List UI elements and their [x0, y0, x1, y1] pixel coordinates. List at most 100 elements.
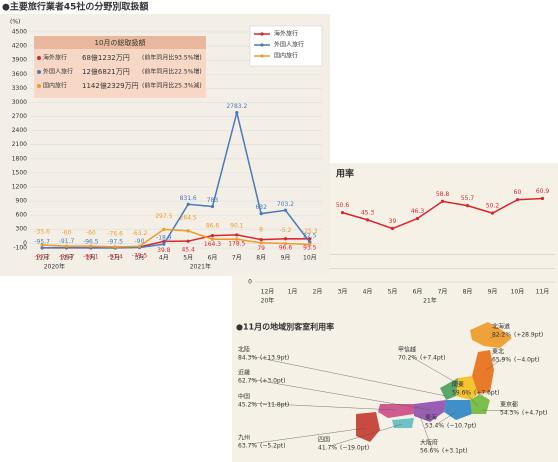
- x-tick-label: 10月: [303, 255, 317, 262]
- value-label: -25.3: [302, 228, 318, 235]
- region-change: (+7.6pt): [474, 390, 499, 397]
- y-tick-label: 1500: [12, 169, 27, 176]
- value-label: -91.7: [59, 238, 75, 245]
- region-change: (−4.0pt): [514, 357, 539, 364]
- hokuriku: [440, 378, 458, 400]
- data-point: [40, 243, 44, 247]
- region-rate: 70.2%: [398, 355, 417, 362]
- x-tick-label: 12月: [60, 255, 74, 262]
- region-change: (+7.4pt): [420, 355, 445, 362]
- value-label: 55.7: [461, 195, 475, 202]
- value-label: 178.5: [228, 240, 245, 247]
- value-label: -5.2: [280, 227, 292, 234]
- series-line: [42, 228, 310, 248]
- map-title: ●11月の地域別客室利用率: [236, 322, 334, 332]
- region-rate: 41.7%: [318, 445, 337, 452]
- value-label: 79: [257, 245, 265, 252]
- legend-dot: [37, 70, 41, 74]
- legend-label: 外国人旅行: [274, 41, 304, 49]
- region-name: 四国: [318, 437, 330, 444]
- legend-dot: [37, 56, 41, 60]
- value-label: -97.4: [107, 253, 123, 260]
- region-change: (+13.9pt): [260, 355, 289, 362]
- value-label: -18.9: [156, 235, 172, 242]
- data-point: [515, 198, 520, 202]
- data-point: [540, 196, 545, 201]
- data-point: [259, 237, 263, 242]
- legend-label: 国内旅行: [274, 52, 298, 60]
- leader-line: [249, 427, 367, 445]
- x-tick-label: 10月: [511, 289, 525, 296]
- data-point: [40, 246, 44, 250]
- leader-line: [419, 415, 433, 450]
- summary-name: 国内旅行: [43, 82, 67, 90]
- summary-name: 外国人旅行: [43, 68, 73, 76]
- data-point: [210, 233, 215, 238]
- kyushu: [356, 412, 380, 442]
- value-label: 45.4: [181, 247, 195, 254]
- legend-marker: [260, 54, 264, 58]
- data-point: [186, 202, 190, 206]
- region-rate: 45.2%: [238, 402, 257, 409]
- legend-marker: [260, 32, 264, 36]
- year-label: 2021年: [190, 263, 211, 271]
- region-rate: 82.2%: [492, 332, 511, 339]
- leader-line: [409, 355, 463, 387]
- summary-header: [34, 36, 206, 49]
- year-label: 21年: [423, 297, 437, 305]
- leader-line: [249, 355, 447, 397]
- region-change: (−10.7pt): [447, 423, 476, 430]
- x-tick-label: 12月: [261, 289, 275, 296]
- region-name: 関東: [452, 381, 464, 389]
- summary-amount: 1142億2329万円: [82, 81, 139, 90]
- value-label: 90.1: [230, 223, 244, 230]
- region-name: 東京都: [500, 401, 518, 409]
- data-point: [235, 111, 239, 115]
- value-label: 703.2: [277, 201, 294, 208]
- x-tick-label: 11月: [35, 255, 49, 262]
- data-point: [308, 237, 312, 241]
- value-label: 60.9: [536, 188, 550, 195]
- region-rate: 53.4%: [425, 423, 444, 430]
- region-change: (+3.1pt): [442, 448, 467, 455]
- region-name: 東北: [492, 348, 504, 356]
- value-label: -63.2: [132, 230, 148, 237]
- y-tick-label: 0: [248, 279, 252, 286]
- leader-line: [489, 332, 505, 339]
- region-rate: 56.6%: [420, 448, 439, 455]
- y-tick-label: 3600: [12, 71, 27, 78]
- region-change: (+3.0pt): [260, 378, 285, 385]
- year-label: 2020年: [44, 263, 65, 271]
- x-tick-label: 5月: [183, 255, 193, 262]
- region-rate: 65.9%: [492, 357, 511, 364]
- data-point: [308, 242, 312, 247]
- y-tick-label: 2700: [12, 113, 27, 120]
- data-point: [137, 244, 142, 248]
- data-point: [113, 245, 117, 249]
- x-tick-label: 9月: [281, 255, 291, 262]
- data-point: [283, 237, 288, 241]
- value-label: -35.6: [34, 228, 50, 235]
- data-point: [162, 227, 166, 231]
- value-label: 60: [514, 189, 522, 196]
- summary-note: (前年同月比22.5%増): [142, 68, 202, 76]
- value-label: -96.7: [59, 253, 75, 260]
- region-rate: 84.3%: [238, 355, 257, 362]
- data-point: [490, 211, 495, 215]
- value-label: -60: [86, 230, 96, 237]
- value-label: 831.6: [180, 195, 197, 202]
- y-tick-label: 3000: [12, 99, 27, 106]
- series-line: [42, 112, 311, 249]
- x-tick-label: 8月: [256, 255, 266, 262]
- region-change: (−5.2pt): [260, 443, 285, 450]
- y-tick-label: 1200: [12, 183, 27, 190]
- y-tick-label: 600: [16, 212, 28, 219]
- value-label: 297.5: [155, 213, 172, 220]
- x-tick-label: 2月: [313, 289, 323, 296]
- value-label: 39: [389, 218, 397, 225]
- x-tick-label: 11月: [536, 289, 550, 296]
- data-point: [64, 244, 69, 248]
- data-point: [283, 241, 288, 246]
- region-name: 甲信越: [398, 346, 416, 354]
- leader-line: [329, 423, 403, 447]
